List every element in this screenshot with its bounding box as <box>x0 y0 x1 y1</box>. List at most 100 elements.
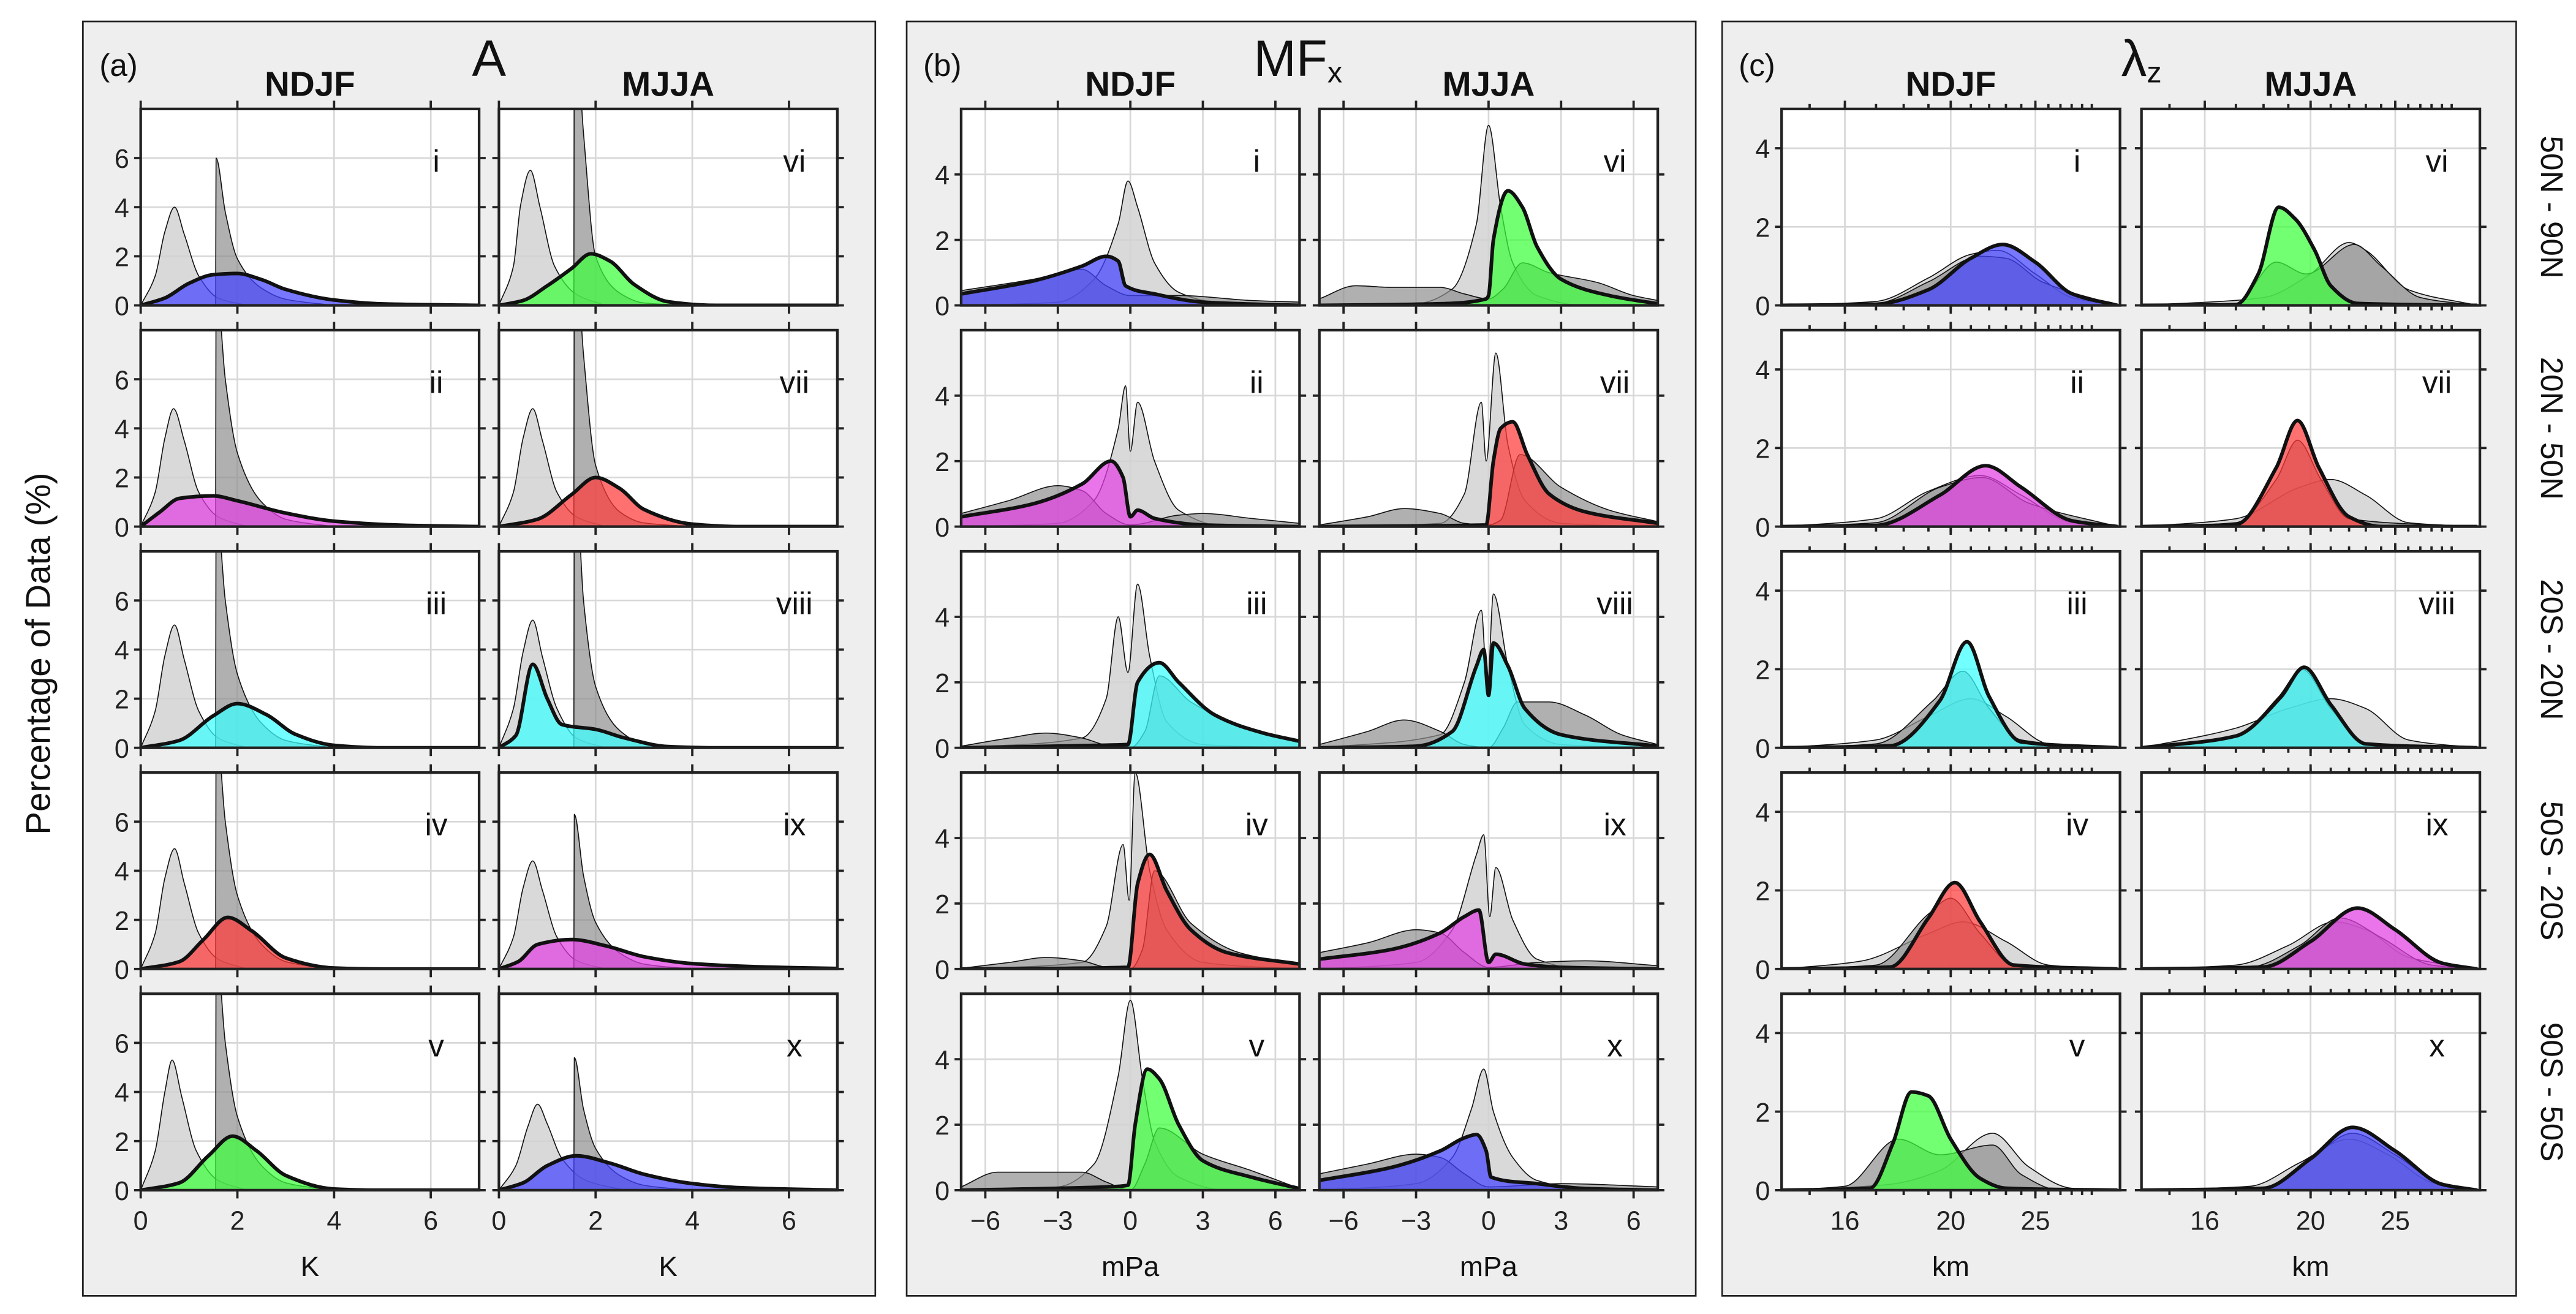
subplot-label: v <box>428 1029 444 1063</box>
main-distribution-area <box>140 1136 480 1190</box>
chart-title: MFx <box>1253 29 1342 89</box>
main-distribution-area <box>499 939 837 969</box>
subplot-ix: ix <box>2134 764 2487 978</box>
main-distribution-area <box>499 1155 837 1190</box>
region-label: 20N - 50N <box>2534 357 2569 500</box>
y-tick-label: 4 <box>935 382 950 412</box>
y-tick-label: 0 <box>1755 513 1770 543</box>
chart-title: A <box>472 29 506 87</box>
main-distribution-line <box>499 1154 837 1190</box>
curves <box>1781 464 2118 527</box>
y-tick-label: 4 <box>1755 356 1770 385</box>
subplot-ii: 0 2 4 ii <box>935 322 1307 543</box>
y-tick-label: 2 <box>1755 435 1770 464</box>
y-tick-label: 2 <box>1755 877 1770 907</box>
main-distribution-area <box>140 496 480 527</box>
subplot-label: x <box>1607 1029 1623 1063</box>
main-distribution-area <box>140 273 480 306</box>
main-distribution-area <box>961 256 1300 306</box>
y-tick-label: 4 <box>935 825 950 854</box>
main-distribution-line <box>140 701 480 748</box>
curves <box>1319 593 1658 748</box>
main-distribution-area <box>1319 1135 1658 1190</box>
x-tick-label: −3 <box>1043 1207 1073 1236</box>
y-tick-label: 4 <box>1755 1020 1770 1049</box>
chart-title-subscript: x <box>1328 56 1342 89</box>
main-distribution-area <box>2142 420 2477 527</box>
curves <box>140 157 480 306</box>
main-distribution-area <box>961 461 1300 527</box>
main-distribution-area <box>2142 667 2477 748</box>
main-distribution-line <box>499 475 837 527</box>
curves <box>140 994 480 1190</box>
subplot-i: 0 2 4 6 i <box>115 100 486 322</box>
column-heading-ndjf: NDJF <box>1906 64 1996 103</box>
main-distribution-line <box>140 494 480 527</box>
subplot-vi: vi <box>492 100 844 314</box>
curves <box>2142 418 2477 527</box>
main-distribution-line <box>2142 418 2477 527</box>
curves <box>1319 834 1658 969</box>
light-distribution-area <box>1319 834 1658 969</box>
y-tick-label: 4 <box>1755 577 1770 606</box>
subplot-viii: viii <box>2134 543 2487 757</box>
light-distribution-area <box>499 1104 625 1190</box>
subplot-viii: viii <box>1312 543 1664 757</box>
region-label: 50S - 20S <box>2534 801 2569 941</box>
x-axis-title: km <box>1932 1251 1970 1282</box>
y-tick-label: 2 <box>935 227 950 256</box>
subplot-iii: 0 2 4 iii <box>935 543 1307 764</box>
y-tick-label: 2 <box>1755 213 1770 243</box>
subplot-label: ix <box>2426 807 2449 842</box>
subplot-iii: 0 2 4 iii <box>1755 543 2127 764</box>
main-distribution-line <box>140 1134 480 1190</box>
main-distribution-area <box>140 703 480 748</box>
y-tick-label: 2 <box>935 1111 950 1141</box>
subplot-vii: vii <box>2134 322 2487 535</box>
subplot-label: ii <box>2070 364 2084 399</box>
y-tick-label: 6 <box>115 366 129 395</box>
y-tick-label: 0 <box>1755 292 1770 322</box>
subplot-ix: ix <box>1312 764 1664 978</box>
x-tick-label: 16 <box>2190 1207 2219 1236</box>
main-distribution-line <box>961 254 1300 306</box>
y-tick-label: 2 <box>935 890 950 919</box>
main-distribution-area <box>1781 1092 2118 1190</box>
x-tick-label: 20 <box>1936 1207 1965 1236</box>
dark-distribution-area <box>215 551 334 748</box>
subplot-label: x <box>2429 1029 2445 1063</box>
main-distribution-line <box>140 915 480 969</box>
x-tick-label: 0 <box>1123 1207 1138 1236</box>
y-tick-label: 2 <box>115 685 129 715</box>
curves <box>961 1000 1300 1190</box>
y-tick-label: 4 <box>115 858 129 887</box>
light-distribution-line <box>2142 242 2478 306</box>
subplot-label: v <box>1249 1029 1265 1063</box>
y-tick-label: 2 <box>115 907 129 936</box>
light-distribution-area <box>1781 1133 2118 1190</box>
light-distribution-area <box>140 1060 247 1190</box>
chart-title-main: λ <box>2121 29 2147 87</box>
subplot-vii: vii <box>492 322 844 535</box>
x-tick-label: 16 <box>1830 1207 1860 1236</box>
column-heading-mjja: MJJA <box>622 64 714 103</box>
main-distribution-area <box>1319 643 1658 748</box>
subplot-label: iv <box>2066 807 2088 842</box>
x-tick-label: 2 <box>230 1207 245 1236</box>
curves <box>1319 1068 1658 1190</box>
subplot-ii: 0 2 4 6 ii <box>115 322 486 543</box>
y-tick-label: 0 <box>935 292 950 322</box>
main-distribution-area <box>2142 908 2477 969</box>
dark-distribution-area <box>215 330 334 527</box>
subplot-label: v <box>2069 1029 2085 1063</box>
x-tick-label: 20 <box>2296 1207 2325 1236</box>
curves <box>961 180 1300 306</box>
subplot-label: vi <box>2426 143 2449 178</box>
main-distribution-line <box>1781 880 2118 969</box>
y-tick-label: 2 <box>115 1128 129 1157</box>
y-tick-label: 4 <box>115 1079 129 1108</box>
x-tick-label: 4 <box>327 1207 341 1236</box>
main-distribution-line <box>2141 665 2478 748</box>
subplot-iv: 0 2 4 6 iv <box>115 764 486 985</box>
y-tick-label: 0 <box>935 1177 950 1206</box>
